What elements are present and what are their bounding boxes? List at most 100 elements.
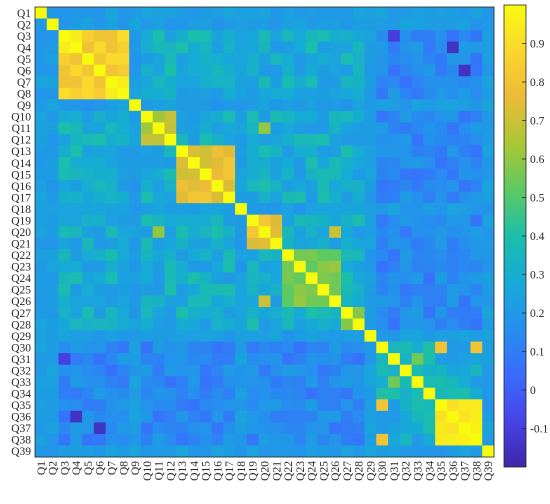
heatmap-cell-Q8-Q17	[223, 87, 236, 100]
heatmap-cell-Q5-Q27	[341, 53, 354, 66]
heatmap-cell-Q8-Q27	[341, 87, 354, 100]
heatmap-cell-Q4-Q12	[164, 41, 177, 54]
x-tick-label-Q4: Q4	[71, 461, 83, 475]
heatmap-cell-Q39-Q20	[258, 445, 271, 458]
y-tick-label-Q3: Q3	[17, 31, 31, 43]
heatmap-cell-Q2-Q27	[341, 18, 354, 31]
heatmap-cell-Q13-Q29	[364, 145, 377, 158]
heatmap-cell-Q19-Q38	[470, 214, 483, 227]
heatmap-cell-Q17-Q8	[117, 191, 130, 204]
heatmap-cell-Q35-Q2	[46, 399, 59, 412]
heatmap-cell-Q23-Q11	[152, 260, 165, 273]
heatmap-cell-Q18-Q31	[388, 203, 401, 216]
heatmap-cell-Q9-Q9	[129, 99, 142, 112]
heatmap-cell-Q26-Q1	[35, 295, 48, 308]
heatmap-cell-Q39-Q26	[329, 445, 342, 458]
heatmap-cell-Q16-Q3	[58, 180, 71, 193]
heatmap-cell-Q3-Q2	[46, 30, 59, 43]
heatmap-cell-Q8-Q37	[458, 87, 471, 100]
heatmap-cell-Q21-Q35	[435, 237, 448, 250]
heatmap-cell-Q5-Q34	[423, 53, 436, 66]
heatmap-cell-Q7-Q3	[58, 76, 71, 89]
heatmap-cell-Q3-Q11	[152, 30, 165, 43]
heatmap-cell-Q23-Q29	[364, 260, 377, 273]
heatmap-cell-Q9-Q35	[435, 99, 448, 112]
heatmap-cell-Q16-Q31	[388, 180, 401, 193]
heatmap-cell-Q16-Q38	[470, 180, 483, 193]
heatmap-cell-Q30-Q7	[105, 341, 118, 354]
heatmap-cell-Q11-Q27	[341, 122, 354, 135]
heatmap-cell-Q25-Q6	[93, 283, 107, 296]
heatmap-cell-Q37-Q15	[199, 422, 212, 435]
colorbar-tick-label: 0.7	[530, 116, 545, 128]
heatmap-cell-Q32-Q35	[435, 364, 448, 377]
heatmap-cell-Q12-Q33	[411, 133, 424, 146]
heatmap-cell-Q23-Q12	[164, 260, 177, 273]
heatmap-cell-Q2-Q32	[399, 18, 413, 31]
heatmap-cell-Q14-Q6	[93, 157, 107, 169]
heatmap-cell-Q38-Q9	[129, 433, 142, 446]
heatmap-cell-Q2-Q39	[482, 18, 495, 31]
heatmap-cell-Q32-Q16	[211, 364, 224, 377]
heatmap-cell-Q29-Q26	[329, 330, 342, 343]
heatmap-cell-Q9-Q38	[470, 99, 483, 112]
heatmap-cell-Q28-Q25	[317, 318, 330, 331]
y-tick-label-Q33: Q33	[11, 377, 31, 389]
heatmap-cell-Q11-Q5	[82, 122, 95, 135]
heatmap-cell-Q7-Q39	[482, 76, 495, 89]
heatmap-cell-Q34-Q11	[152, 387, 165, 400]
heatmap-cell-Q35-Q12	[164, 399, 177, 412]
heatmap-cell-Q3-Q22	[282, 30, 295, 43]
heatmap-cell-Q24-Q6	[93, 272, 107, 285]
heatmap-cell-Q36-Q5	[82, 410, 95, 423]
heatmap-cell-Q18-Q9	[129, 203, 142, 216]
heatmap-cell-Q34-Q25	[317, 387, 330, 400]
heatmap-cell-Q39-Q29	[364, 445, 377, 458]
heatmap-cell-Q30-Q25	[317, 341, 330, 354]
heatmap-cell-Q3-Q29	[364, 30, 377, 43]
heatmap-cell-Q18-Q19	[246, 203, 260, 216]
heatmap-cell-Q30-Q39	[482, 341, 495, 354]
heatmap-cell-Q18-Q16	[211, 203, 224, 216]
y-tick-label-Q20: Q20	[11, 227, 31, 239]
heatmap-cell-Q18-Q15	[199, 203, 212, 216]
heatmap-cell-Q24-Q10	[140, 272, 154, 285]
heatmap-cell-Q1-Q39	[482, 7, 495, 19]
heatmap-cell-Q12-Q15	[199, 133, 212, 146]
heatmap-cell-Q22-Q26	[329, 249, 342, 262]
heatmap-cell-Q2-Q8	[117, 18, 130, 31]
heatmap-cell-Q16-Q6	[93, 180, 107, 193]
heatmap-cell-Q13-Q17	[223, 145, 236, 158]
heatmap-cell-Q8-Q25	[317, 87, 330, 100]
heatmap-cell-Q24-Q15	[199, 272, 212, 285]
heatmap-cell-Q3-Q35	[435, 30, 448, 43]
heatmap-cell-Q2-Q15	[199, 18, 212, 31]
heatmap-cell-Q4-Q20	[258, 41, 271, 54]
heatmap-cell-Q22-Q21	[270, 249, 283, 262]
heatmap-cell-Q31-Q13	[176, 353, 189, 366]
heatmap-cell-Q27-Q11	[152, 307, 165, 319]
y-tick-label-Q32: Q32	[11, 365, 31, 377]
heatmap-cell-Q23-Q30	[376, 260, 389, 273]
heatmap-cell-Q1-Q33	[411, 7, 424, 19]
heatmap-cell-Q18-Q37	[458, 203, 471, 216]
heatmap-cell-Q5-Q33	[411, 53, 424, 66]
heatmap-cell-Q30-Q2	[46, 341, 59, 354]
heatmap-cell-Q16-Q26	[329, 180, 342, 193]
y-tick-label-Q22: Q22	[11, 250, 31, 262]
heatmap-cell-Q23-Q8	[117, 260, 130, 273]
heatmap-cell-Q30-Q3	[58, 341, 71, 354]
heatmap-cell-Q26-Q8	[117, 295, 130, 308]
heatmap-cell-Q5-Q3	[58, 53, 71, 66]
heatmap-cell-Q35-Q32	[399, 399, 413, 412]
heatmap-cell-Q19-Q39	[482, 214, 495, 227]
heatmap-cell-Q2-Q7	[105, 18, 118, 31]
heatmap-cell-Q1-Q21	[270, 7, 283, 19]
heatmap-cell-Q3-Q36	[446, 30, 460, 43]
heatmap-cell-Q10-Q16	[211, 110, 224, 123]
heatmap-cell-Q13-Q30	[376, 145, 389, 158]
heatmap-cell-Q22-Q5	[82, 249, 95, 262]
x-tick-label-Q9: Q9	[130, 461, 142, 475]
heatmap-cell-Q29-Q21	[270, 330, 283, 343]
heatmap-cell-Q38-Q13	[176, 433, 189, 446]
